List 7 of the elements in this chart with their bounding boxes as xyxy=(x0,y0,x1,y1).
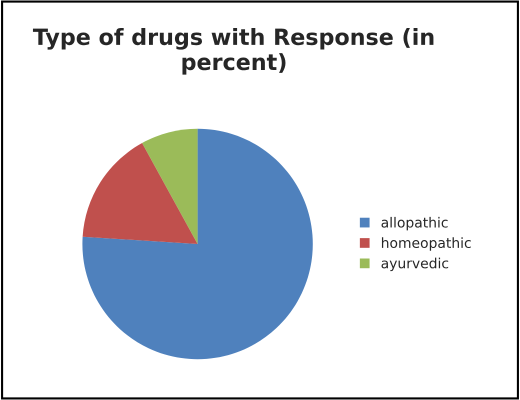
chart-title: Type of drugs with Response (in percent) xyxy=(32,28,434,75)
legend-label: allopathic xyxy=(382,216,448,230)
pie-slice xyxy=(82,128,313,360)
pie-slice xyxy=(82,143,198,244)
legend-label: ayurvedic xyxy=(382,258,448,272)
pie-slice xyxy=(142,128,198,244)
legend-label: homeopathic xyxy=(382,237,471,251)
